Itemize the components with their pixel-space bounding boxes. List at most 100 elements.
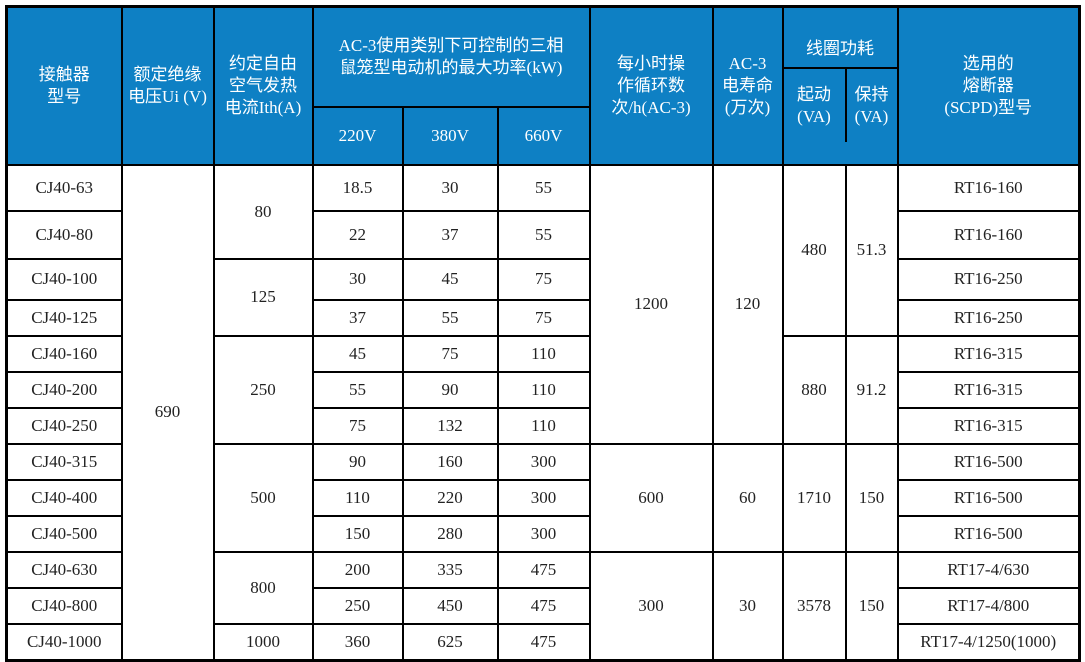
cycles-cell: 300 <box>588 551 714 662</box>
kw380-cell: 30 <box>401 164 499 213</box>
kw660-cell: 75 <box>496 299 591 338</box>
coil-hold-cell: 51.3 <box>844 164 899 338</box>
ith-cell: 125 <box>212 258 314 338</box>
kw660-cell: 110 <box>496 371 591 410</box>
kw380-cell: 75 <box>401 335 499 374</box>
kw220-cell: 75 <box>311 407 404 446</box>
ith-cell: 1000 <box>212 623 314 662</box>
model-cell: CJ40-80 <box>5 210 123 261</box>
kw380-cell: 280 <box>401 515 499 554</box>
header-coil-start: 起动 (VA) <box>785 69 847 143</box>
table-row: CJ40-250 75 132 110 RT16-315 <box>5 407 1081 446</box>
coil-hold-cell: 150 <box>844 443 899 554</box>
page: 接触器 型号 额定绝缘 电压Ui (V) 约定自由 空气发热 电流Ith(A) … <box>5 5 1081 662</box>
coil-start-cell: 880 <box>781 335 847 446</box>
fuse-cell: RT16-500 <box>896 443 1081 482</box>
fuse-cell: RT17-4/630 <box>896 551 1081 590</box>
coil-start-cell: 3578 <box>781 551 847 662</box>
kw660-cell: 75 <box>496 258 591 302</box>
header-thermal-current: 约定自由 空气发热 电流Ith(A) <box>212 5 314 167</box>
model-cell: CJ40-160 <box>5 335 123 374</box>
table-row: CJ40-125 37 55 75 RT16-250 <box>5 299 1081 338</box>
coil-subheaders: 起动 (VA) 保持 (VA) <box>785 69 896 143</box>
ith-cell: 250 <box>212 335 314 446</box>
coil-header-wrap: 线圈功耗 起动 (VA) 保持 (VA) <box>784 30 896 143</box>
contactor-spec-table: 接触器 型号 额定绝缘 电压Ui (V) 约定自由 空气发热 电流Ith(A) … <box>5 5 1081 662</box>
table-header: 接触器 型号 额定绝缘 电压Ui (V) 约定自由 空气发热 电流Ith(A) … <box>5 5 1081 167</box>
fuse-cell: RT16-315 <box>896 371 1081 410</box>
kw220-cell: 55 <box>311 371 404 410</box>
header-coil-hold: 保持 (VA) <box>854 84 889 126</box>
kw220-cell: 250 <box>311 587 404 626</box>
fuse-cell: RT17-4/1250(1000) <box>896 623 1081 662</box>
kw380-cell: 220 <box>401 479 499 518</box>
kw380-cell: 90 <box>401 371 499 410</box>
table-body: CJ40-63 690 80 18.5 30 55 1200 120 480 5… <box>5 164 1081 662</box>
header-ac3-max-power-group: AC-3使用类别下可控制的三相 鼠笼型电动机的最大功率(kW) <box>311 5 591 109</box>
fuse-cell: RT16-250 <box>896 299 1081 338</box>
fuse-cell: RT16-315 <box>896 335 1081 374</box>
kw660-cell: 300 <box>496 443 591 482</box>
table-row: CJ40-315 500 90 160 300 600 60 1710 150 … <box>5 443 1081 554</box>
header-coil-consumption-group: 线圈功耗 起动 (VA) 保持 (VA) <box>781 5 899 167</box>
kw380-cell: 160 <box>401 443 499 482</box>
model-cell: CJ40-400 <box>5 479 123 518</box>
kw220-cell: 90 <box>311 443 404 482</box>
ith-cell: 500 <box>212 443 314 554</box>
model-cell: CJ40-200 <box>5 371 123 410</box>
table-row: CJ40-63 690 80 18.5 30 55 1200 120 480 5… <box>5 164 1081 662</box>
kw220-cell: 45 <box>311 335 404 374</box>
fuse-cell: RT16-500 <box>896 515 1081 554</box>
kw660-cell: 110 <box>496 335 591 374</box>
coil-hold-cell: 91.2 <box>844 335 899 446</box>
kw380-cell: 55 <box>401 299 499 338</box>
fuse-cell: RT16-500 <box>896 479 1081 518</box>
table-row: CJ40-200 55 90 110 RT16-315 <box>5 371 1081 410</box>
kw220-cell: 30 <box>311 258 404 302</box>
kw660-cell: 55 <box>496 164 591 213</box>
ith-cell: 80 <box>212 164 314 261</box>
kw660-cell: 475 <box>496 623 591 662</box>
ith-cell: 800 <box>212 551 314 626</box>
model-cell: CJ40-800 <box>5 587 123 626</box>
model-cell: CJ40-100 <box>5 258 123 302</box>
cycles-cell: 1200 <box>588 164 714 446</box>
model-cell: CJ40-63 <box>5 164 123 213</box>
kw660-cell: 475 <box>496 587 591 626</box>
kw220-cell: 110 <box>311 479 404 518</box>
table-row: CJ40-800 250 450 475 RT17-4/800 <box>5 587 1081 626</box>
model-cell: CJ40-630 <box>5 551 123 590</box>
header-380v: 380V <box>401 106 499 167</box>
kw660-cell: 300 <box>496 515 591 554</box>
fuse-cell: RT17-4/800 <box>896 587 1081 626</box>
kw660-cell: 475 <box>496 551 591 590</box>
life-cell: 30 <box>711 551 784 662</box>
fuse-cell: RT16-250 <box>896 258 1081 302</box>
header-coil-title: 线圈功耗 <box>784 30 896 70</box>
fuse-cell: RT16-160 <box>896 164 1081 213</box>
fuse-cell: RT16-315 <box>896 407 1081 446</box>
header-660v: 660V <box>496 106 591 167</box>
kw660-cell: 300 <box>496 479 591 518</box>
coil-start-cell: 1710 <box>781 443 847 554</box>
rated-voltage-cell: 690 <box>120 164 215 662</box>
model-cell: CJ40-315 <box>5 443 123 482</box>
kw380-cell: 37 <box>401 210 499 261</box>
coil-hold-cell: 150 <box>844 551 899 662</box>
kw220-cell: 22 <box>311 210 404 261</box>
header-electrical-life: AC-3 电寿命 (万次) <box>711 5 784 167</box>
coil-start-cell: 480 <box>781 164 847 338</box>
kw220-cell: 200 <box>311 551 404 590</box>
model-cell: CJ40-1000 <box>5 623 123 662</box>
table-row: CJ40-400 110 220 300 RT16-500 <box>5 479 1081 518</box>
kw380-cell: 45 <box>401 258 499 302</box>
life-cell: 120 <box>711 164 784 446</box>
model-cell: CJ40-250 <box>5 407 123 446</box>
header-operating-cycles: 每小时操 作循环数 次/h(AC-3) <box>588 5 714 167</box>
header-fuse-model: 选用的 熔断器 (SCPD)型号 <box>896 5 1081 167</box>
kw220-cell: 360 <box>311 623 404 662</box>
kw220-cell: 18.5 <box>311 164 404 213</box>
kw220-cell: 150 <box>311 515 404 554</box>
fuse-cell: RT16-160 <box>896 210 1081 261</box>
kw380-cell: 450 <box>401 587 499 626</box>
